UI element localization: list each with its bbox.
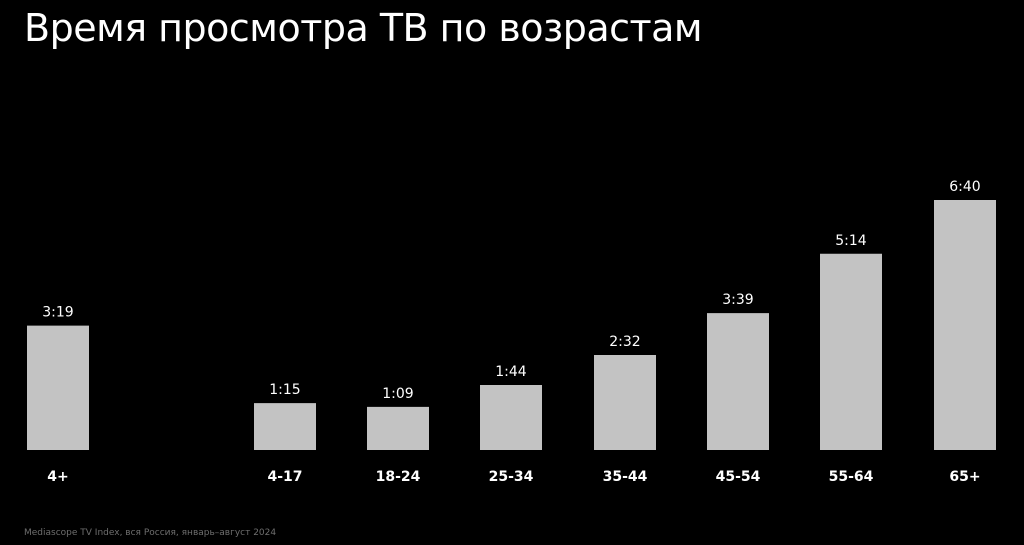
bar-65+ — [934, 200, 996, 450]
value-label-65+: 6:40 — [949, 179, 980, 195]
bar-18-24 — [367, 406, 429, 450]
category-label-4+: 4+ — [47, 469, 68, 485]
bar-45-54 — [707, 313, 769, 450]
bar-25-34 — [480, 385, 542, 450]
bar-35-44 — [594, 355, 656, 450]
category-label-45-54: 45-54 — [716, 469, 761, 485]
value-label-4+: 3:19 — [42, 305, 73, 321]
value-label-25-34: 1:44 — [495, 364, 527, 380]
source-note: Mediascope TV Index, вся Россия, январь–… — [24, 528, 277, 538]
chart-title: Время просмотра ТВ по возрастам — [24, 6, 703, 50]
bar-4+ — [27, 325, 89, 450]
value-label-18-24: 1:09 — [382, 386, 413, 402]
bar-55-64 — [820, 253, 882, 450]
category-label-65+: 65+ — [949, 469, 980, 485]
category-label-25-34: 25-34 — [489, 469, 534, 485]
value-label-35-44: 2:32 — [609, 334, 640, 350]
category-label-55-64: 55-64 — [829, 469, 874, 485]
value-label-4-17: 1:15 — [269, 382, 300, 398]
value-label-45-54: 3:39 — [722, 292, 753, 308]
category-label-35-44: 35-44 — [603, 469, 648, 485]
category-label-18-24: 18-24 — [376, 469, 421, 485]
category-label-4-17: 4-17 — [267, 469, 302, 485]
bar-4-17 — [254, 403, 316, 450]
value-label-55-64: 5:14 — [835, 233, 867, 249]
